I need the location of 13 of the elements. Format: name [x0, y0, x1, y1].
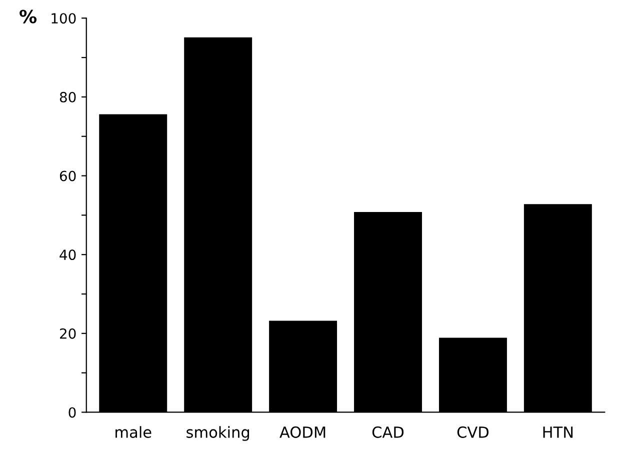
- x-tick-label: HTN: [543, 426, 573, 438]
- y-tick-label: 100: [52, 13, 76, 24]
- y-tick-label: 60: [60, 170, 76, 182]
- y-tick-label: 40: [60, 250, 76, 260]
- x-tick-label: CAD: [372, 426, 404, 438]
- x-tick-label: smoking: [186, 426, 250, 441]
- y-tick-label: 20: [60, 328, 76, 339]
- y-tick-label: 80: [60, 92, 76, 102]
- y-axis-title: %: [20, 10, 37, 24]
- y-tick-label: 0: [68, 407, 76, 418]
- x-tick-label: CVD: [457, 426, 489, 438]
- x-tick-label: male: [116, 426, 152, 438]
- x-tick-label: AODM: [280, 426, 326, 438]
